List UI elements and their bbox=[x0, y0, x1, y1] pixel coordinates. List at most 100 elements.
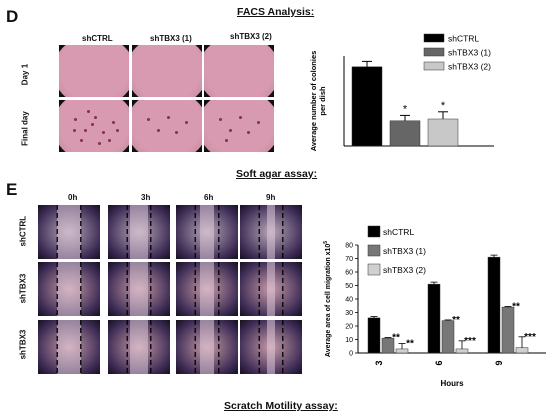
e-col-label-0h: 0h bbox=[68, 193, 78, 202]
colony-dot bbox=[228, 128, 232, 132]
culture-plate bbox=[59, 100, 129, 152]
scratch-motility-title: Scratch Motility assay: bbox=[224, 400, 338, 412]
y-axis-label: Average area of cell migration x105 bbox=[323, 241, 332, 357]
scratch-gap bbox=[200, 320, 214, 374]
d-col-label-shtbx3-2: shTBX3 (2) bbox=[230, 32, 272, 41]
culture-plate bbox=[132, 45, 202, 97]
y-axis-label-text: Average area of cell migration x10 bbox=[325, 244, 332, 357]
scratch-lines bbox=[194, 205, 220, 259]
scratch-image bbox=[38, 320, 100, 374]
y-tick-label: 40 bbox=[345, 297, 353, 304]
scratch-lines bbox=[126, 262, 152, 316]
e-row-label-shctrl: shCTRL bbox=[18, 215, 28, 247]
y-axis-label: Average number of coloniesper dish bbox=[309, 51, 327, 152]
scratch-image bbox=[38, 205, 100, 259]
legend-label: shTBX3 (2) bbox=[383, 265, 426, 275]
bar-3h-series-3 bbox=[395, 348, 409, 354]
colony-dot bbox=[94, 115, 97, 119]
y-axis-label-line: per dish bbox=[318, 86, 327, 116]
panel-d-letter: D bbox=[6, 7, 19, 26]
scratch-image bbox=[38, 262, 100, 316]
colony-dot bbox=[87, 110, 90, 114]
legend-label: shTBX3 (1) bbox=[383, 246, 426, 256]
y-axis-label-exponent: 5 bbox=[323, 241, 329, 244]
x-tick-label: 9 bbox=[494, 360, 504, 365]
colony-dot bbox=[184, 120, 188, 124]
legend-label: shCTRL bbox=[448, 34, 479, 44]
scratch-gap bbox=[57, 320, 81, 374]
e-row-label-shtbx3-b: shTBX3 bbox=[18, 329, 28, 360]
colony-dot bbox=[116, 128, 120, 132]
x-tick-label: 6 bbox=[434, 360, 444, 365]
plate-image bbox=[132, 100, 202, 152]
scratch-lines bbox=[194, 262, 220, 316]
x-axis-label: Hours bbox=[440, 379, 464, 388]
scratch-image bbox=[108, 205, 170, 259]
migration-bar-chart: 0 10 20 30 40 50 60 70 80 Average area of cell mi… bbox=[323, 225, 546, 388]
scratch-image bbox=[176, 262, 238, 316]
significance-stars: *** bbox=[524, 332, 536, 343]
d-col-label-shtbx3-1: shTBX3 (1) bbox=[150, 34, 192, 43]
scratch-lines bbox=[56, 320, 82, 374]
colony-dot bbox=[239, 115, 242, 119]
legend-label: shCTRL bbox=[383, 227, 414, 237]
colony-dot bbox=[247, 131, 251, 135]
y-tick-label: 10 bbox=[345, 337, 353, 344]
scratch-image bbox=[240, 320, 302, 374]
legend-swatch bbox=[367, 225, 381, 238]
legend-label: shTBX3 (1) bbox=[448, 48, 491, 58]
bar-9h-series-3 bbox=[515, 347, 529, 354]
plate-image bbox=[59, 100, 129, 152]
scratch-lines bbox=[126, 320, 152, 374]
y-axis-label-line: Average number of colonies bbox=[309, 51, 318, 152]
scratch-image bbox=[240, 205, 302, 259]
scratch-lines bbox=[258, 262, 284, 316]
colony-dot bbox=[175, 131, 179, 135]
scratch-image bbox=[176, 205, 238, 259]
scratch-gap bbox=[200, 262, 214, 316]
scratch-image bbox=[176, 320, 238, 374]
significance-stars: ** bbox=[406, 339, 414, 350]
bar-shtbx3-2- bbox=[427, 118, 459, 147]
significance-star: * bbox=[403, 103, 408, 115]
colony-dot bbox=[83, 128, 87, 132]
significance-stars: ** bbox=[512, 301, 520, 312]
colony-dot bbox=[147, 118, 151, 122]
significance-star: * bbox=[441, 100, 446, 112]
scratch-lines bbox=[258, 320, 284, 374]
colony-dot bbox=[256, 120, 260, 124]
panel-e-letter: E bbox=[6, 180, 18, 199]
culture-plate bbox=[204, 45, 274, 97]
scratch-gap bbox=[200, 205, 214, 259]
scratch-lines bbox=[56, 205, 82, 259]
bar-6h-series-1 bbox=[427, 283, 441, 354]
colony-dot bbox=[102, 131, 106, 135]
bar-6h-series-3 bbox=[455, 348, 469, 354]
colony-dot bbox=[225, 139, 228, 142]
plate-image bbox=[59, 45, 129, 97]
x-tick-label: 3 bbox=[374, 360, 384, 365]
culture-plate bbox=[204, 100, 274, 152]
y-tick-label: 80 bbox=[345, 243, 353, 250]
plate-image bbox=[132, 45, 202, 97]
scratch-image bbox=[108, 320, 170, 374]
legend-swatch bbox=[367, 263, 381, 276]
e-col-label-3h: 3h bbox=[141, 193, 151, 202]
bar-9h-series-2 bbox=[501, 306, 515, 354]
d-row-label-day1: Day 1 bbox=[20, 63, 30, 86]
legend-label: shTBX3 (2) bbox=[448, 62, 491, 72]
legend-swatch bbox=[423, 47, 445, 57]
scratch-gap bbox=[267, 320, 275, 374]
colony-dot bbox=[74, 118, 78, 122]
bar-6h-series-2 bbox=[441, 320, 455, 354]
bar-9h-series-1 bbox=[487, 256, 501, 354]
significance-stars: ** bbox=[452, 315, 460, 326]
colony-dot bbox=[97, 141, 101, 145]
colony-dot bbox=[219, 118, 223, 122]
scratch-gap bbox=[130, 320, 148, 374]
y-tick-label: 30 bbox=[345, 310, 353, 317]
scratch-gap bbox=[57, 262, 81, 316]
scratch-image bbox=[108, 262, 170, 316]
colony-dot bbox=[90, 123, 94, 127]
y-tick-label: 20 bbox=[345, 324, 353, 331]
